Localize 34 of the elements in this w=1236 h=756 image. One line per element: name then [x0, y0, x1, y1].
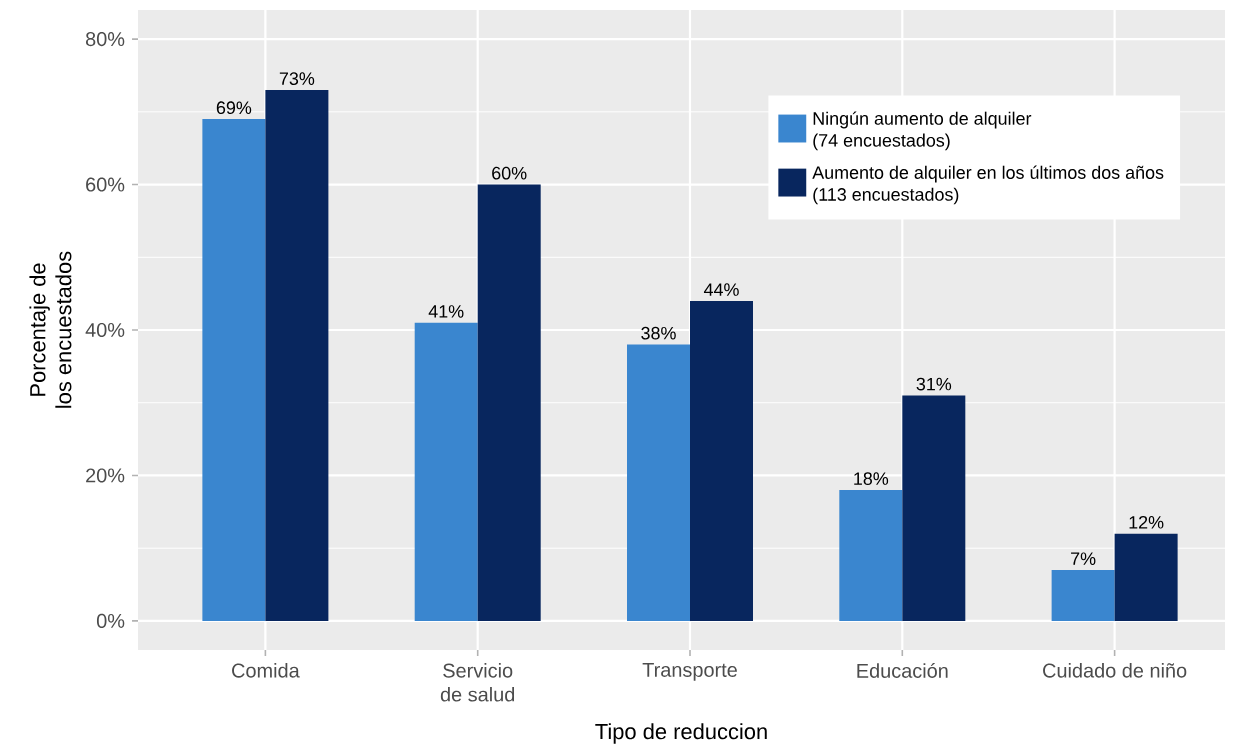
x-tick-label: Educación	[857, 663, 948, 678]
data-label: 44%	[703, 283, 739, 296]
legend-label: Aumento de alquiler en los últimos dos años (113 encuestados)	[812, 165, 1164, 205]
data-label: 12%	[1129, 515, 1164, 529]
x-tick-label: Servicio de salud	[440, 663, 515, 702]
bar	[902, 395, 966, 621]
bar	[265, 90, 329, 621]
data-label: 38%	[641, 326, 676, 340]
bar	[690, 300, 753, 621]
y-tick-label: 20%	[86, 468, 125, 483]
data-label: 7%	[1071, 552, 1096, 565]
data-label: 41%	[428, 305, 464, 318]
y-tick-label: 60%	[86, 177, 125, 192]
bar	[477, 184, 541, 621]
y-tick-label: 80%	[85, 32, 125, 47]
data-label: 73%	[279, 72, 315, 85]
data-label: 31%	[916, 377, 952, 391]
bar	[627, 344, 690, 621]
data-label: 69%	[216, 101, 252, 115]
y-axis-title: Porcentaje de los encuestados	[29, 251, 72, 408]
y-tick-label: 40%	[85, 322, 125, 338]
data-label: 18%	[854, 472, 889, 485]
bar	[414, 322, 478, 621]
data-label: 60%	[492, 166, 527, 180]
legend-label: Ningún aumento de alquiler (74 encuestados)	[813, 111, 1032, 151]
x-tick-label: Comida	[232, 663, 300, 678]
bar	[1051, 570, 1115, 621]
bar	[839, 490, 903, 621]
bar	[1114, 533, 1178, 621]
y-tick-label: 0%	[96, 613, 125, 628]
x-tick-label: Cuidado de niño	[1043, 663, 1187, 678]
x-tick-label: Transporte	[642, 663, 737, 681]
x-axis-title: Tipo de reduccion	[595, 723, 767, 744]
bar	[202, 119, 266, 621]
